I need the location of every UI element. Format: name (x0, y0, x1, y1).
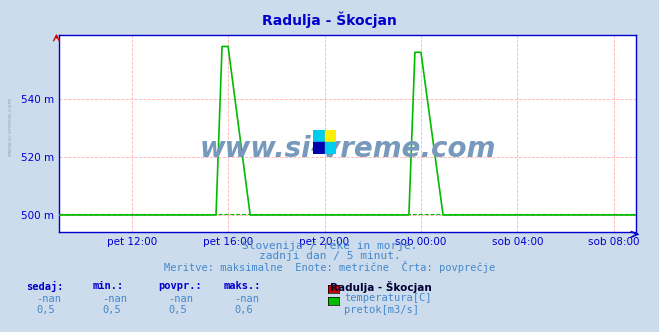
Text: Meritve: maksimalne  Enote: metrične  Črta: povprečje: Meritve: maksimalne Enote: metrične Črta… (164, 261, 495, 273)
Text: maks.:: maks.: (224, 281, 262, 290)
Text: -nan: -nan (102, 294, 127, 304)
Text: min.:: min.: (92, 281, 123, 290)
Text: Radulja - Škocjan: Radulja - Škocjan (330, 281, 431, 292)
Text: -nan: -nan (234, 294, 259, 304)
Text: 0,5: 0,5 (168, 305, 186, 315)
Text: povpr.:: povpr.: (158, 281, 202, 290)
Text: 0,5: 0,5 (102, 305, 121, 315)
Text: 0,5: 0,5 (36, 305, 55, 315)
Text: -nan: -nan (168, 294, 193, 304)
Text: Slovenija / reke in morje.: Slovenija / reke in morje. (242, 241, 417, 251)
Text: 0,6: 0,6 (234, 305, 252, 315)
Text: pretok[m3/s]: pretok[m3/s] (344, 305, 419, 315)
Text: www.si-vreme.com: www.si-vreme.com (8, 96, 13, 156)
Text: www.si-vreme.com: www.si-vreme.com (200, 135, 496, 163)
Text: zadnji dan / 5 minut.: zadnji dan / 5 minut. (258, 251, 401, 261)
Text: sedaj:: sedaj: (26, 281, 64, 291)
Text: Radulja - Škocjan: Radulja - Škocjan (262, 12, 397, 28)
Text: -nan: -nan (36, 294, 61, 304)
Text: temperatura[C]: temperatura[C] (344, 293, 432, 303)
